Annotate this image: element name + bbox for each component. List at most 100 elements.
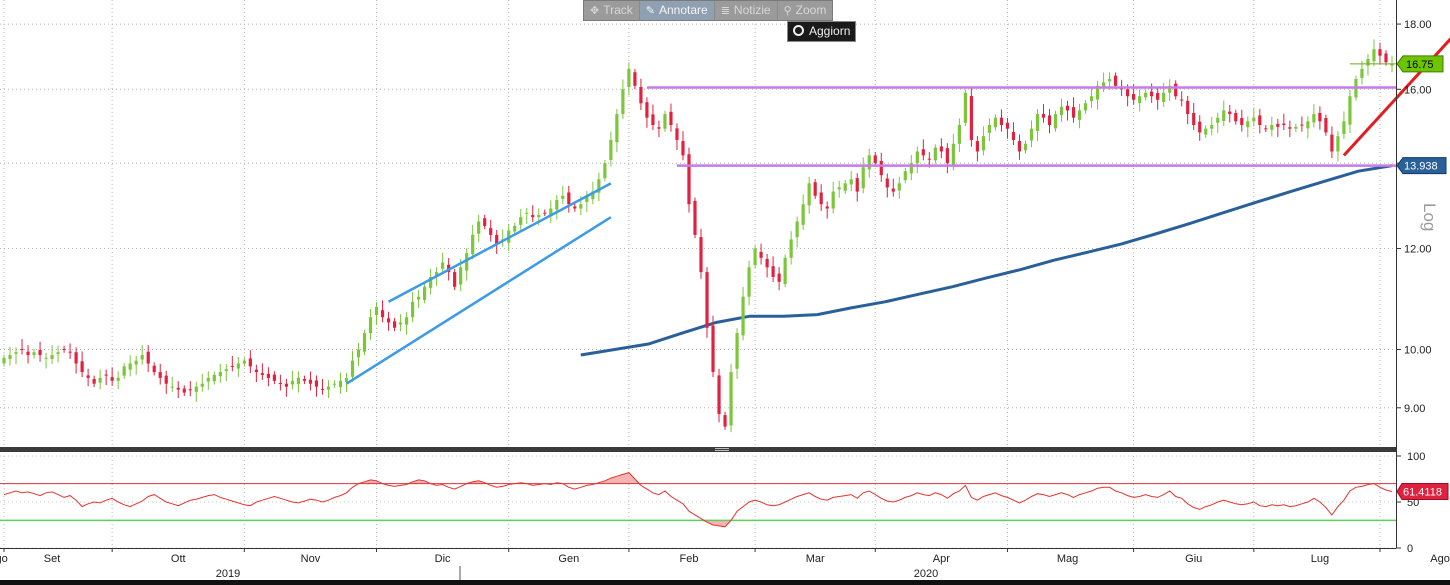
candle-up: [224, 364, 228, 382]
candle-body: [783, 257, 787, 285]
candle-up: [32, 348, 36, 359]
candle-body: [567, 192, 571, 205]
candle-body: [1095, 85, 1100, 100]
candle-body: [909, 163, 913, 174]
candle-body: [729, 372, 733, 426]
candle-up: [1077, 103, 1082, 129]
annotate-label: Annotare: [659, 3, 708, 17]
candle-body: [999, 117, 1004, 126]
candle-body: [891, 188, 895, 192]
candle-body: [963, 92, 967, 123]
candle-body: [879, 160, 883, 176]
candle-down: [699, 228, 703, 279]
candle-body: [519, 217, 523, 225]
news-button[interactable]: ≣ Notizie: [715, 1, 778, 20]
candle-down: [825, 201, 829, 219]
moving-average-polyline: [580, 164, 1393, 357]
candle-down: [573, 203, 577, 212]
candle-body: [633, 72, 637, 86]
candle-down: [657, 120, 661, 138]
candle-body: [1168, 85, 1172, 93]
month-label: Ott: [171, 553, 186, 565]
candle-up: [200, 373, 204, 392]
candle-body: [663, 114, 667, 129]
candle-down: [495, 229, 499, 255]
candle-body: [86, 375, 90, 378]
candle-down: [164, 370, 168, 394]
candle-body: [32, 352, 36, 356]
candle-up: [621, 79, 625, 120]
candle-body: [429, 276, 433, 288]
candle-down: [104, 369, 108, 386]
month-label: Giu: [1185, 553, 1202, 565]
candle-down: [483, 214, 487, 230]
candle-down: [1258, 108, 1262, 134]
candle-body: [398, 322, 403, 325]
candle-up: [296, 371, 301, 393]
candle-body: [356, 349, 361, 358]
month-label: Apr: [933, 553, 950, 565]
candle-up: [50, 345, 54, 364]
candle-up: [1360, 60, 1364, 85]
candle-body: [254, 369, 258, 373]
candle-down: [819, 184, 823, 211]
candle-body: [951, 143, 955, 166]
track-button[interactable]: ✥ Track: [584, 1, 640, 20]
candle-down: [879, 152, 883, 182]
candle-body: [801, 204, 805, 225]
annotate-button[interactable]: ✎ Annotare: [639, 1, 715, 20]
candle-body: [435, 272, 439, 276]
candle-body: [1264, 128, 1268, 130]
price-tick-label: 10.00: [1404, 344, 1432, 356]
candle-up: [1252, 107, 1256, 127]
candle-down: [146, 345, 150, 372]
candle-body: [314, 380, 319, 387]
candle-down: [651, 104, 655, 131]
candle-body: [1210, 125, 1214, 129]
annotation-drawings: [345, 37, 1450, 385]
log-scale-label[interactable]: Log: [1420, 203, 1439, 231]
candle-down: [1228, 104, 1232, 123]
candle-up: [987, 118, 992, 142]
candle-up: [242, 357, 246, 367]
candle-body: [969, 96, 973, 140]
candle-body: [326, 386, 331, 390]
refresh-button[interactable]: Aggiorn: [787, 21, 857, 42]
candle-up: [398, 314, 403, 332]
candle-down: [176, 381, 180, 399]
trend-line: [1342, 37, 1450, 157]
bottom-border: [0, 580, 1450, 585]
candle-down: [1240, 109, 1244, 132]
rsi-line: [3, 472, 1393, 528]
candle-body: [1083, 103, 1088, 111]
candle-up: [14, 347, 18, 364]
candle-down: [320, 379, 325, 395]
candle-body: [1276, 123, 1280, 127]
candle-up: [140, 345, 144, 365]
candle-up: [525, 207, 529, 224]
candle-down: [453, 268, 457, 291]
candle-up: [585, 190, 589, 213]
candle-body: [1029, 128, 1034, 141]
candle-up: [831, 181, 835, 214]
candle-down: [1234, 109, 1238, 125]
candle-up: [326, 380, 331, 399]
candle-body: [1174, 83, 1178, 97]
candle-down: [182, 385, 186, 396]
candle-up: [783, 254, 787, 288]
candle-down: [975, 136, 980, 162]
candle-body: [1306, 121, 1310, 129]
candle-up: [404, 312, 409, 335]
candle-body: [1071, 107, 1076, 118]
candle-down: [92, 375, 96, 388]
candle-up: [429, 268, 433, 295]
candle-body: [14, 352, 18, 354]
candle-body: [350, 360, 355, 377]
zoom-button[interactable]: ⚲ Zoom: [778, 1, 833, 20]
candle-body: [110, 377, 114, 381]
candle-up: [8, 346, 12, 366]
candle-body: [1077, 110, 1082, 120]
candle-up: [867, 148, 871, 178]
candle-body: [242, 360, 246, 364]
